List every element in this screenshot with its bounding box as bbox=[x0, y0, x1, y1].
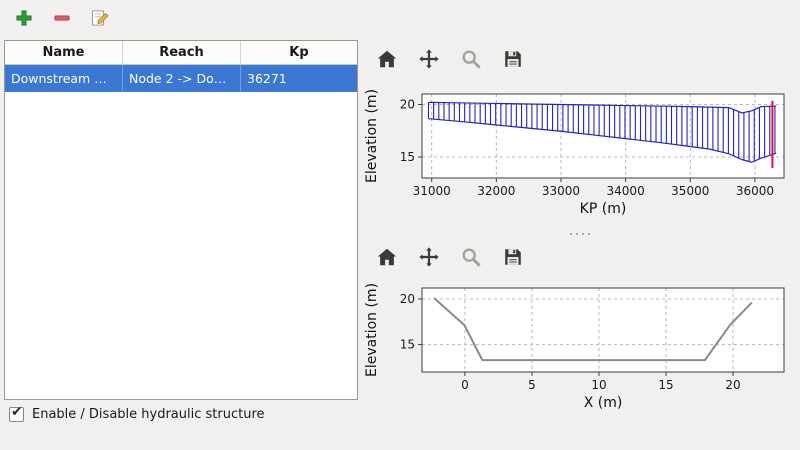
pan-icon bbox=[419, 247, 439, 267]
plus-icon bbox=[16, 10, 32, 26]
save-icon bbox=[505, 249, 521, 265]
checkmark-icon: ✔ bbox=[11, 404, 23, 420]
column-header-kp[interactable]: Kp bbox=[289, 45, 309, 60]
table-header: Name Reach Kp bbox=[5, 41, 357, 65]
pan-icon bbox=[419, 49, 439, 69]
plot-border bbox=[421, 93, 785, 179]
axis-ticks: 0 5 10 15 20 15 20 bbox=[400, 292, 741, 392]
add-button[interactable] bbox=[10, 4, 38, 32]
zoom-icon bbox=[462, 248, 481, 267]
save-button[interactable] bbox=[500, 244, 526, 270]
svg-text:0: 0 bbox=[461, 378, 469, 392]
pan-button[interactable] bbox=[416, 244, 442, 270]
cross-section-chart: 0 5 10 15 20 15 20 X (m) Elevation (m) bbox=[362, 238, 798, 438]
save-button[interactable] bbox=[500, 46, 526, 72]
plot-border bbox=[421, 287, 785, 373]
bed-bottom-line bbox=[428, 118, 777, 163]
charts-panel: 31000 32000 33000 34000 35000 36000 15 20 KP (m)… bbox=[362, 40, 798, 450]
cell-kp[interactable]: 36271 bbox=[247, 71, 287, 86]
cross-section-profile bbox=[433, 297, 753, 362]
column-header-name[interactable]: Name bbox=[5, 41, 123, 64]
svg-text:33000: 33000 bbox=[542, 184, 580, 198]
table-row[interactable]: Downstream weir Node 2 -> Down… 36271 bbox=[5, 65, 357, 92]
home-icon bbox=[377, 50, 397, 68]
channel-hatch-fill bbox=[427, 102, 776, 162]
zoom-button[interactable] bbox=[458, 244, 484, 270]
svg-text:31000: 31000 bbox=[413, 184, 451, 198]
y-axis-label: Elevation (m) bbox=[364, 283, 380, 377]
remove-button[interactable] bbox=[48, 4, 76, 32]
svg-text:20: 20 bbox=[400, 98, 415, 112]
cell-name[interactable]: Downstream weir bbox=[5, 65, 123, 92]
home-button[interactable] bbox=[374, 244, 400, 270]
longitudinal-profile-plot[interactable]: 31000 32000 33000 34000 35000 36000 15 20 KP (m)… bbox=[362, 78, 798, 230]
zoom-button[interactable] bbox=[458, 46, 484, 72]
x-axis-label: KP (m) bbox=[580, 201, 627, 217]
bank-top-line bbox=[428, 101, 777, 114]
cell-reach[interactable]: Node 2 -> Down… bbox=[123, 65, 241, 92]
main-toolbar bbox=[0, 0, 800, 36]
save-icon bbox=[505, 51, 521, 67]
svg-text:10: 10 bbox=[591, 378, 606, 392]
enable-structure-checkbox[interactable]: ✔ Enable / Disable hydraulic structure bbox=[9, 404, 265, 422]
edit-pencil-icon bbox=[92, 10, 109, 26]
plot-toolbar-bottom bbox=[362, 238, 798, 276]
grid-lines bbox=[422, 94, 784, 178]
svg-text:5: 5 bbox=[528, 378, 536, 392]
edit-button[interactable] bbox=[86, 4, 114, 32]
svg-text:36000: 36000 bbox=[736, 184, 774, 198]
checkbox-label: Enable / Disable hydraulic structure bbox=[32, 407, 265, 422]
svg-text:15: 15 bbox=[658, 378, 673, 392]
minus-icon bbox=[54, 15, 70, 21]
longitudinal-profile-chart: 31000 32000 33000 34000 35000 36000 15 20 KP (m)… bbox=[362, 40, 798, 230]
axis-ticks: 31000 32000 33000 34000 35000 36000 15 20 bbox=[400, 98, 774, 199]
svg-text:32000: 32000 bbox=[477, 184, 515, 198]
chart-splitter-handle[interactable] bbox=[362, 230, 798, 238]
svg-text:20: 20 bbox=[725, 378, 740, 392]
column-header-reach[interactable]: Reach bbox=[123, 41, 241, 64]
home-button[interactable] bbox=[374, 46, 400, 72]
home-icon bbox=[377, 248, 397, 266]
checkbox-box[interactable]: ✔ bbox=[9, 404, 24, 422]
plot-toolbar-top bbox=[362, 40, 798, 78]
x-axis-label: X (m) bbox=[584, 395, 623, 411]
pan-button[interactable] bbox=[416, 46, 442, 72]
zoom-icon bbox=[462, 50, 481, 69]
svg-text:34000: 34000 bbox=[607, 184, 645, 198]
svg-text:15: 15 bbox=[400, 338, 415, 352]
hydraulic-structures-panel: Name Reach Kp Downstream weir Node 2 -> … bbox=[4, 40, 358, 400]
y-axis-label: Elevation (m) bbox=[364, 89, 380, 183]
svg-text:15: 15 bbox=[400, 150, 415, 164]
cross-section-plot[interactable]: 0 5 10 15 20 15 20 X (m) Elevation (m) bbox=[362, 276, 798, 436]
svg-text:20: 20 bbox=[400, 292, 415, 306]
svg-text:35000: 35000 bbox=[671, 184, 709, 198]
grid-lines bbox=[422, 288, 784, 372]
